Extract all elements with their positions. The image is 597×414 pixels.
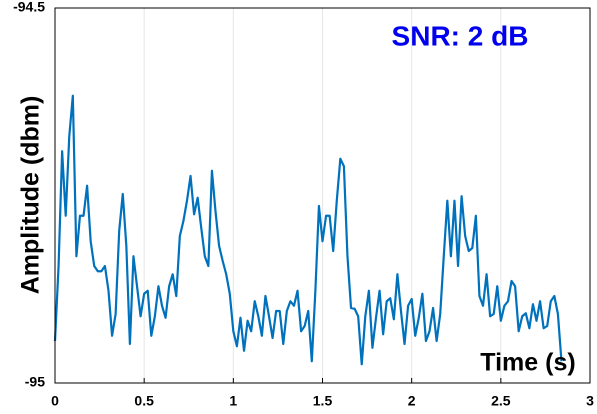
- x-axis-label: Time (s): [480, 349, 575, 377]
- x-tick-label: 1.5: [313, 393, 333, 409]
- x-tick-label: 0.5: [134, 393, 154, 409]
- x-tick-label: 3: [586, 393, 594, 409]
- x-tick-label: 2.5: [491, 393, 511, 409]
- y-tick-label: -94.5: [13, 0, 45, 15]
- plot: [53, 94, 563, 366]
- ticks: 0 0.5 1 1.5 2 2.5 3 -95 -94.5: [13, 0, 594, 409]
- y-tick-label: -95: [25, 374, 45, 390]
- annotation: SNR: 2 dB: [392, 20, 529, 51]
- x-tick-label: 0: [51, 393, 59, 409]
- x-tick-label: 2: [408, 393, 416, 409]
- data-line: [53, 94, 563, 366]
- x-tick-label: 1: [229, 393, 237, 409]
- y-axis-label: Amplitude (dbm): [17, 96, 45, 295]
